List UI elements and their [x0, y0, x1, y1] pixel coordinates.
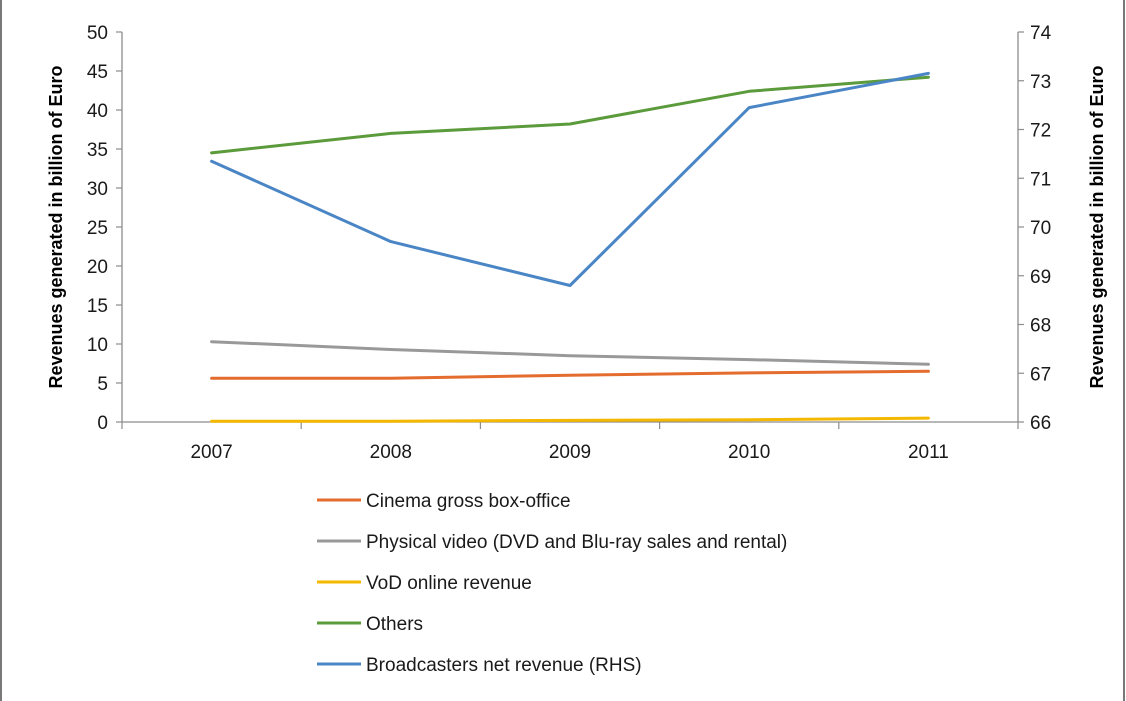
x-tick-label: 2008 [370, 442, 412, 463]
y-right-tick-label: 71 [1030, 169, 1051, 190]
x-tick-label: 2010 [728, 442, 770, 463]
y-right-tick-label: 69 [1030, 267, 1051, 288]
series-lines [210, 71, 930, 423]
series-line-cinema-gross-box-office [210, 369, 930, 380]
y-right-tick-label: 73 [1030, 72, 1051, 93]
series-line-broadcasters-net-revenue-rhs [210, 71, 930, 287]
legend-label-broadcasters-net-revenue-rhs: Broadcasters net revenue (RHS) [366, 655, 642, 676]
series-line-others [210, 75, 930, 155]
y-left-tick-label: 20 [87, 257, 108, 278]
y-left-tick-label: 40 [87, 101, 108, 122]
x-tick-label: 2009 [549, 442, 591, 463]
y-left-tick-label: 30 [87, 179, 108, 200]
legend: Cinema gross box-office Physical video (D… [317, 491, 787, 676]
series-line-physical-video-dvd-and-blu-ray-sales-and-rental [210, 340, 930, 366]
series-line-vod-online-revenue [210, 416, 930, 423]
y-right-tick-label: 68 [1030, 316, 1051, 337]
y-left-tick-label: 25 [87, 218, 108, 239]
y-right-tick-label: 72 [1030, 121, 1051, 142]
y-axis-right-title: Revenues generated in billion of Euro [1087, 65, 1107, 388]
legend-label-others: Others [366, 614, 423, 635]
y-left-tick-label: 5 [97, 374, 108, 395]
y-axis-left-title: Revenues generated in billion of Euro [46, 65, 66, 388]
y-right-tick-label: 67 [1030, 364, 1051, 385]
y-left-tick-label: 0 [97, 413, 108, 434]
legend-label-cinema-gross-box-office: Cinema gross box-office [366, 491, 571, 512]
y-right-tick-label: 66 [1030, 413, 1051, 434]
y-right-tick-label: 70 [1030, 218, 1051, 239]
x-tick-label: 2011 [908, 442, 949, 463]
x-tick-label: 2007 [190, 442, 232, 463]
legend-label-physical-video-dvd-and-blu-ray-sales-and-rental: Physical video (DVD and Blu-ray sales an… [366, 532, 787, 553]
legend-label-vod-online-revenue: VoD online revenue [366, 573, 532, 594]
y-left-tick-label: 50 [87, 23, 108, 44]
y-left-tick-label: 35 [87, 140, 108, 161]
y-left-tick-label: 10 [87, 335, 108, 356]
y-right-tick-label: 74 [1030, 23, 1052, 44]
y-left-tick-label: 45 [87, 62, 108, 83]
axes: 0 5 10 15 20 25 30 35 40 45 50 66 67 68 69 70 71 72 73 74 20… [46, 23, 1107, 463]
y-left-tick-label: 15 [87, 296, 108, 317]
